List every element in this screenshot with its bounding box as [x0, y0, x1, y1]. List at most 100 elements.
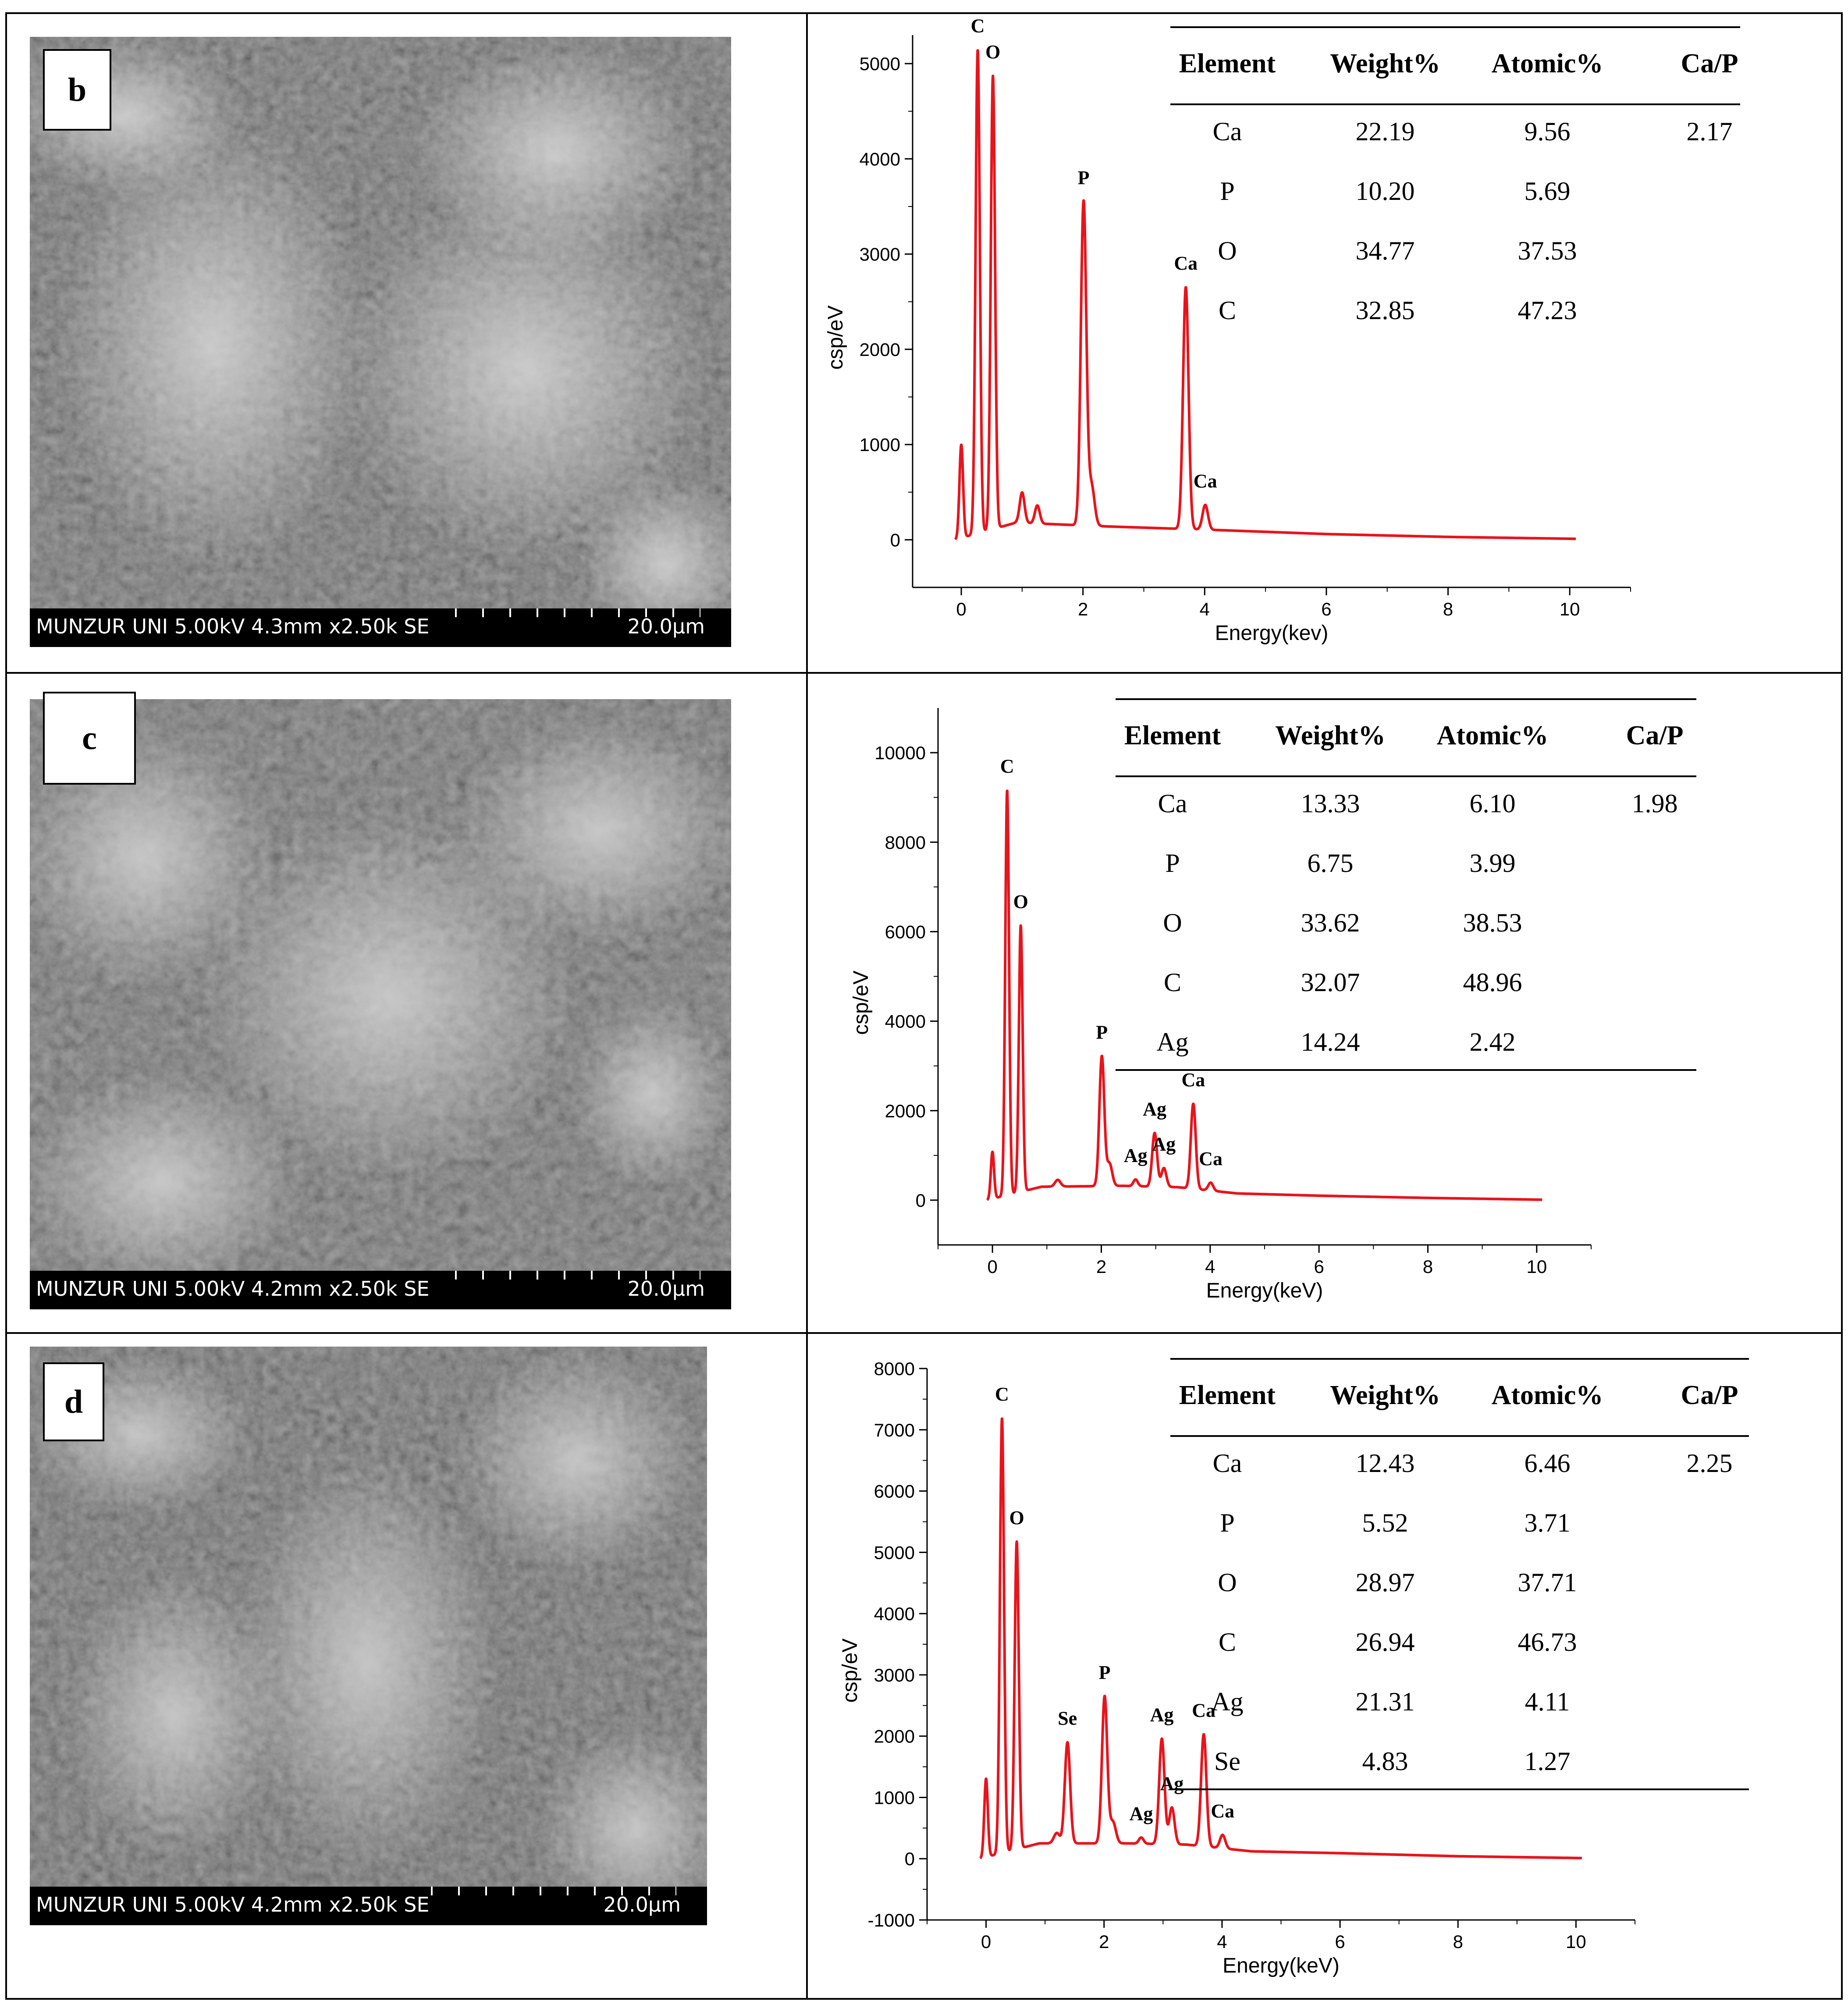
table-header-cell: Atomic% [1436, 721, 1549, 750]
table-cell: 2.25 [1686, 1449, 1733, 1478]
table-top-rule [1170, 26, 1740, 28]
y-tick-label: 5000 [860, 53, 900, 74]
y-tick-label: 3000 [874, 1665, 915, 1685]
peak-label: O [985, 41, 1000, 63]
table-cell: 28.97 [1355, 1568, 1415, 1597]
scale-bar-label: 20.0µm [603, 1893, 681, 1916]
table-cell: 1.98 [1631, 789, 1678, 818]
table-row: O 34.77 37.53 [1170, 236, 1740, 267]
table-cell: 6.75 [1307, 849, 1354, 878]
sem-info-text: MUNZUR UNI 5.00kV 4.2mm x2.50k SE [36, 1277, 430, 1301]
x-tick-label: 2 [1096, 1256, 1106, 1277]
table-cell: 2.17 [1686, 117, 1733, 146]
panel-label-b: b [43, 49, 111, 131]
table-row: O 28.97 37.71 [1170, 1568, 1749, 1598]
peak-label: P [1096, 1022, 1108, 1043]
x-tick-label: 8 [1443, 599, 1453, 619]
x-tick-label: 4 [1200, 599, 1210, 619]
peak-label: Ag [1160, 1773, 1184, 1795]
peak-label: Ca [1199, 1148, 1223, 1170]
table-cell: 13.33 [1301, 789, 1360, 818]
y-tick-label: 4000 [874, 1603, 915, 1624]
y-tick-label: 2000 [885, 1101, 926, 1121]
y-tick-label: 1000 [860, 434, 900, 455]
table-cell: P [1165, 849, 1180, 878]
table-cell: P [1220, 1508, 1235, 1537]
x-tick-label: 10 [1560, 599, 1580, 619]
table-cell: 34.77 [1355, 236, 1415, 265]
table-header-cell: Ca/P [1681, 49, 1738, 78]
x-tick-label: 8 [1423, 1256, 1433, 1277]
table-cell: 1.27 [1524, 1747, 1571, 1776]
table-cell: 38.53 [1463, 908, 1522, 937]
table-row: O 33.62 38.53 [1116, 908, 1696, 939]
table-header-cell: Weight% [1330, 49, 1440, 78]
table-row: C 26.94 46.73 [1170, 1627, 1749, 1658]
table-cell: Se [1214, 1747, 1240, 1776]
x-tick-label: 2 [1078, 599, 1088, 619]
table-header-cell: Atomic% [1491, 49, 1603, 78]
table-cell: Ag [1156, 1027, 1189, 1056]
table-header-cell: Weight% [1330, 1380, 1440, 1410]
x-tick-label: 6 [1321, 599, 1331, 619]
panel-label-d: d [43, 1362, 104, 1441]
table-top-rule [1116, 698, 1696, 700]
table-header-row: Element Weight% Atomic% Ca/P [1116, 720, 1696, 751]
eds-spectrum-d: -1000 0 1000 2000 3000 4000 5000 6000 7000 8000 0 2… [811, 1337, 1644, 1994]
table-header-cell: Element [1179, 1380, 1276, 1410]
table-cell: 4.83 [1362, 1747, 1408, 1776]
table-cell: 46.73 [1517, 1628, 1577, 1657]
table-cell: Ca [1212, 1449, 1242, 1478]
peak-label: Ag [1130, 1803, 1153, 1824]
table-header-row: Element Weight% Atomic% Ca/P [1170, 48, 1740, 79]
table-header-cell: Element [1124, 721, 1221, 750]
table-cell: Ca [1158, 789, 1187, 818]
row-divider-2 [5, 1332, 1843, 1334]
eds-spectrum-c: 0 2000 4000 6000 8000 10000 0 2 4 6 8 10 Energy(keV)… [811, 677, 1644, 1326]
peak-label: Ag [1124, 1145, 1148, 1166]
y-tick-label: 8000 [885, 832, 926, 853]
y-tick-label: 4000 [885, 1011, 926, 1032]
peak-label: O [1013, 891, 1028, 913]
y-tick-label: 1000 [874, 1787, 915, 1808]
table-cell: O [1163, 908, 1182, 937]
sem-info-bar: MUNZUR UNI 5.00kV 4.2mm x2.50k SE 20.0µm [30, 1271, 731, 1309]
table-row: Ca 13.33 6.10 1.98 [1116, 789, 1696, 819]
peak-label: C [995, 1383, 1009, 1405]
table-cell: Ag [1211, 1687, 1244, 1716]
table-row: P 10.20 5.69 [1170, 176, 1740, 207]
x-tick-label: 10 [1526, 1256, 1547, 1277]
eds-spectrum-svg-d: -1000 0 1000 2000 3000 4000 5000 6000 7000 8000 0 2… [839, 1358, 1635, 1977]
table-row: Se 4.83 1.27 [1170, 1746, 1749, 1777]
peak-label: Ag [1143, 1098, 1166, 1120]
table-row: Ag 21.31 4.11 [1170, 1687, 1749, 1717]
column-divider [806, 12, 808, 2000]
table-cell: Ca [1212, 117, 1242, 146]
table-cell: 3.71 [1524, 1508, 1571, 1537]
table-row: P 6.75 3.99 [1116, 848, 1696, 879]
row-divider-1 [5, 672, 1843, 674]
table-cell: 37.71 [1517, 1568, 1577, 1597]
y-tick-label: 0 [890, 530, 900, 550]
table-header-cell: Ca/P [1681, 1380, 1738, 1410]
y-tick-label: -1000 [868, 1910, 915, 1930]
y-tick-label: 3000 [860, 244, 900, 265]
scale-ticks [455, 1271, 700, 1280]
peak-label: Ca [1174, 252, 1198, 274]
x-tick-label: 8 [1453, 1931, 1463, 1952]
table-cell: O [1218, 1568, 1237, 1597]
peak-label: O [1009, 1507, 1024, 1529]
table-cell: 9.56 [1524, 117, 1571, 146]
table-header-rule [1170, 1435, 1749, 1437]
eds-spectrum-svg-c: 0 2000 4000 6000 8000 10000 0 2 4 6 8 10 Energy(keV)… [849, 708, 1592, 1302]
table-cell: 6.46 [1524, 1449, 1571, 1478]
sem-micrograph-texture [30, 1347, 707, 1925]
table-cell: 26.94 [1355, 1628, 1415, 1657]
sem-image-c: MUNZUR UNI 5.00kV 4.2mm x2.50k SE 20.0µm [30, 699, 731, 1309]
y-tick-label: 4000 [860, 149, 900, 169]
peak-label: Se [1058, 1708, 1077, 1729]
table-bottom-rule [1116, 1069, 1696, 1071]
table-row: P 5.52 3.71 [1170, 1508, 1749, 1539]
x-tick-label: 0 [987, 1256, 997, 1277]
